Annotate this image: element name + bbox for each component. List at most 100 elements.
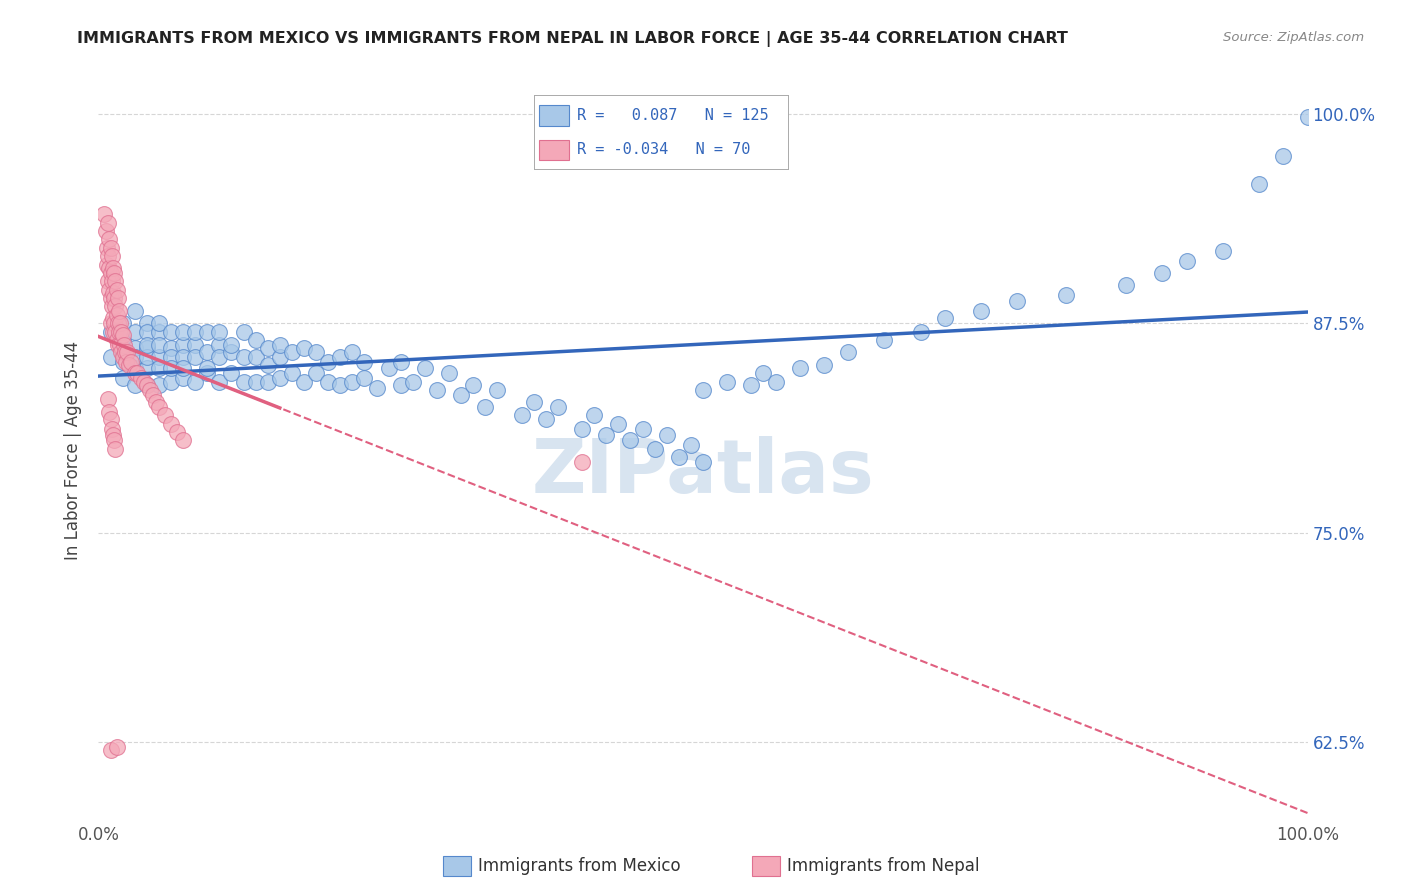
Point	[148, 316, 170, 330]
Point	[107, 291, 129, 305]
Point	[127, 367, 149, 381]
Point	[111, 354, 134, 368]
Point	[342, 344, 364, 359]
Point	[1212, 244, 1234, 259]
Point	[148, 325, 170, 339]
Point	[103, 266, 125, 280]
Point	[644, 442, 666, 456]
Point	[135, 338, 157, 352]
Point	[221, 367, 243, 381]
Point	[111, 344, 134, 359]
Point	[96, 241, 118, 255]
Point	[329, 350, 352, 364]
Point	[195, 344, 218, 359]
Point	[970, 304, 993, 318]
Text: IMMIGRANTS FROM MEXICO VS IMMIGRANTS FROM NEPAL IN LABOR FORCE | AGE 35-44 CORRE: IMMIGRANTS FROM MEXICO VS IMMIGRANTS FRO…	[77, 31, 1069, 47]
Point	[148, 361, 170, 376]
Point	[1115, 277, 1137, 292]
Point	[103, 291, 125, 305]
Point	[934, 311, 956, 326]
Point	[619, 434, 641, 448]
Point	[135, 361, 157, 376]
Point	[101, 325, 124, 339]
Point	[1007, 294, 1029, 309]
Point	[1152, 266, 1174, 280]
Point	[740, 378, 762, 392]
Point	[124, 350, 146, 364]
Point	[292, 375, 315, 389]
Point	[105, 283, 128, 297]
Point	[105, 308, 128, 322]
Point	[1272, 149, 1295, 163]
Point	[139, 383, 162, 397]
Point	[172, 371, 194, 385]
Point	[389, 378, 412, 392]
Point	[813, 358, 835, 372]
Point	[100, 300, 122, 314]
Point	[111, 333, 134, 347]
Point	[166, 425, 188, 439]
Point	[135, 325, 157, 339]
Point	[100, 422, 122, 436]
Point	[118, 358, 141, 372]
Point	[655, 428, 678, 442]
Point	[342, 375, 364, 389]
Point	[153, 409, 176, 423]
Point	[100, 249, 122, 263]
Point	[103, 434, 125, 448]
Point	[96, 258, 118, 272]
Point	[100, 316, 122, 330]
Point	[172, 361, 194, 376]
Point	[184, 338, 207, 352]
Point	[135, 350, 157, 364]
Point	[232, 350, 254, 364]
Point	[269, 371, 291, 385]
Point	[124, 378, 146, 392]
Point	[104, 300, 127, 314]
Point	[105, 333, 128, 347]
Point	[111, 350, 134, 364]
Point	[135, 316, 157, 330]
Point	[353, 371, 375, 385]
Point	[195, 361, 218, 376]
Point	[98, 260, 121, 275]
Point	[184, 350, 207, 364]
Point	[160, 350, 183, 364]
Point	[100, 411, 122, 425]
Point	[101, 311, 124, 326]
Point	[101, 285, 124, 300]
Point	[692, 383, 714, 397]
Point	[110, 325, 132, 339]
Point	[129, 371, 152, 385]
Point	[120, 354, 142, 368]
Point	[256, 341, 278, 355]
Point	[329, 378, 352, 392]
Point	[366, 382, 388, 396]
Point	[148, 350, 170, 364]
Point	[245, 375, 267, 389]
Point	[305, 344, 328, 359]
Point	[208, 350, 231, 364]
Point	[115, 354, 138, 368]
Point	[232, 375, 254, 389]
Text: Immigrants from Nepal: Immigrants from Nepal	[787, 857, 980, 875]
Point	[595, 428, 617, 442]
Point	[510, 409, 533, 423]
Point	[114, 344, 136, 359]
Point	[172, 350, 194, 364]
Point	[94, 224, 117, 238]
Point	[245, 333, 267, 347]
Y-axis label: In Labor Force | Age 35-44: In Labor Force | Age 35-44	[65, 341, 83, 560]
Point	[1054, 287, 1077, 301]
Point	[305, 367, 328, 381]
Point	[108, 338, 131, 352]
Point	[208, 338, 231, 352]
Point	[534, 411, 557, 425]
Point	[245, 350, 267, 364]
Point	[160, 375, 183, 389]
Point	[104, 325, 127, 339]
Point	[571, 422, 593, 436]
Text: ZIPatlas: ZIPatlas	[531, 436, 875, 509]
Point	[108, 316, 131, 330]
Point	[172, 325, 194, 339]
